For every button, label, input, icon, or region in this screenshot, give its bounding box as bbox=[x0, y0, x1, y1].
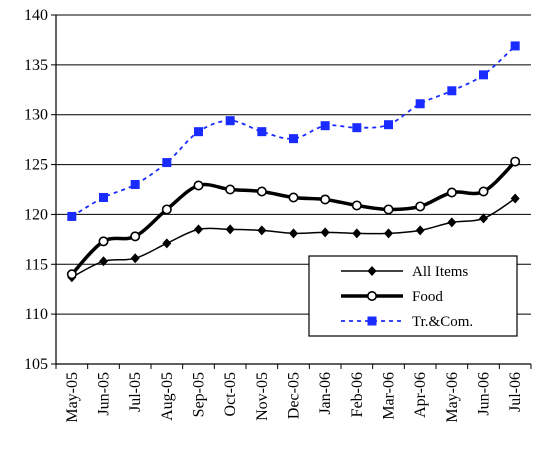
legend-marker bbox=[367, 266, 377, 276]
data-point bbox=[352, 123, 362, 133]
y-tick-label: 105 bbox=[24, 356, 48, 373]
data-point bbox=[257, 127, 267, 137]
series-food bbox=[66, 156, 521, 280]
y-axis: 105 110 115 120 125 130 135 140 bbox=[24, 7, 57, 373]
data-point bbox=[66, 269, 77, 280]
legend-marker bbox=[367, 316, 377, 326]
data-point bbox=[478, 186, 489, 197]
x-tick-label: Nov-05 bbox=[254, 372, 271, 421]
data-point bbox=[98, 236, 109, 247]
legend-marker bbox=[366, 290, 377, 301]
series-all-items bbox=[67, 193, 520, 283]
data-point bbox=[510, 156, 521, 167]
legend: All Items Food Tr.&Com. bbox=[308, 255, 518, 337]
data-point bbox=[99, 192, 108, 202]
data-point bbox=[384, 228, 393, 239]
data-point bbox=[510, 41, 520, 51]
data-point bbox=[99, 256, 108, 267]
series-tr-com bbox=[67, 41, 520, 221]
legend-entry: All Items bbox=[341, 264, 468, 280]
data-point bbox=[352, 228, 362, 239]
data-point bbox=[415, 99, 425, 109]
x-tick-label: Jul-05 bbox=[127, 372, 144, 412]
legend-label: All Items bbox=[412, 264, 468, 280]
data-point bbox=[320, 121, 330, 131]
y-tick-label: 140 bbox=[24, 7, 48, 24]
x-tick-label: Sep-05 bbox=[191, 372, 208, 417]
data-point bbox=[384, 120, 393, 130]
data-point bbox=[415, 201, 426, 212]
x-tick-label: May-06 bbox=[444, 372, 461, 423]
x-tick-label: Aug-05 bbox=[159, 372, 176, 421]
x-tick-label: Mar-06 bbox=[381, 372, 398, 420]
y-tick-label: 110 bbox=[25, 306, 48, 323]
data-point bbox=[320, 227, 330, 238]
data-point bbox=[194, 224, 203, 235]
data-point bbox=[447, 86, 457, 96]
gridlines bbox=[56, 14, 531, 315]
legend-label: Food bbox=[412, 289, 443, 305]
legend-entry: Tr.&Com. bbox=[341, 314, 473, 330]
data-point bbox=[194, 127, 203, 137]
x-tick-label: May-05 bbox=[64, 372, 81, 423]
data-point bbox=[161, 204, 172, 215]
data-point bbox=[130, 253, 140, 264]
data-point bbox=[447, 217, 457, 228]
x-tick-label: Jun-05 bbox=[96, 372, 113, 416]
data-point bbox=[67, 211, 77, 221]
data-point bbox=[162, 238, 172, 249]
data-point bbox=[320, 194, 331, 205]
y-tick-label: 120 bbox=[24, 206, 48, 223]
y-tick-label: 130 bbox=[24, 107, 48, 124]
data-point bbox=[256, 186, 267, 197]
x-tick-label: Feb-06 bbox=[349, 372, 366, 417]
data-point bbox=[130, 231, 141, 242]
y-tick-label: 125 bbox=[24, 157, 48, 174]
x-tick-label: Dec-05 bbox=[286, 372, 303, 419]
x-axis: May-05 Jun-05 Jul-05 Aug-05 Sep-05 Oct-05 Nov-… bbox=[55, 363, 532, 423]
series-layer bbox=[66, 41, 521, 283]
data-point bbox=[446, 187, 457, 198]
data-point bbox=[289, 228, 298, 239]
data-point bbox=[351, 200, 362, 211]
x-tick-label: Jan-06 bbox=[317, 372, 334, 415]
data-point bbox=[479, 70, 488, 80]
x-tick-label: Jul-06 bbox=[507, 372, 524, 412]
data-point bbox=[479, 213, 488, 224]
data-point bbox=[415, 225, 425, 236]
legend-label: Tr.&Com. bbox=[412, 314, 473, 330]
x-tick-label: Apr-06 bbox=[412, 372, 429, 418]
data-point bbox=[257, 225, 267, 236]
y-tick-label: 135 bbox=[24, 57, 48, 74]
data-point bbox=[130, 180, 140, 190]
data-point bbox=[225, 184, 236, 195]
data-point bbox=[225, 116, 235, 126]
y-tick-label: 115 bbox=[25, 256, 48, 273]
x-tick-label: Jun-06 bbox=[476, 372, 493, 416]
data-point bbox=[193, 180, 204, 191]
data-point bbox=[289, 134, 298, 144]
legend-entry: Food bbox=[341, 289, 443, 305]
data-point bbox=[383, 204, 394, 215]
data-point bbox=[288, 192, 299, 203]
data-point bbox=[510, 193, 520, 204]
data-point bbox=[162, 158, 172, 168]
series-line-tr-com bbox=[71, 45, 516, 218]
data-point bbox=[225, 224, 235, 235]
x-tick-label: Oct-05 bbox=[222, 372, 239, 416]
